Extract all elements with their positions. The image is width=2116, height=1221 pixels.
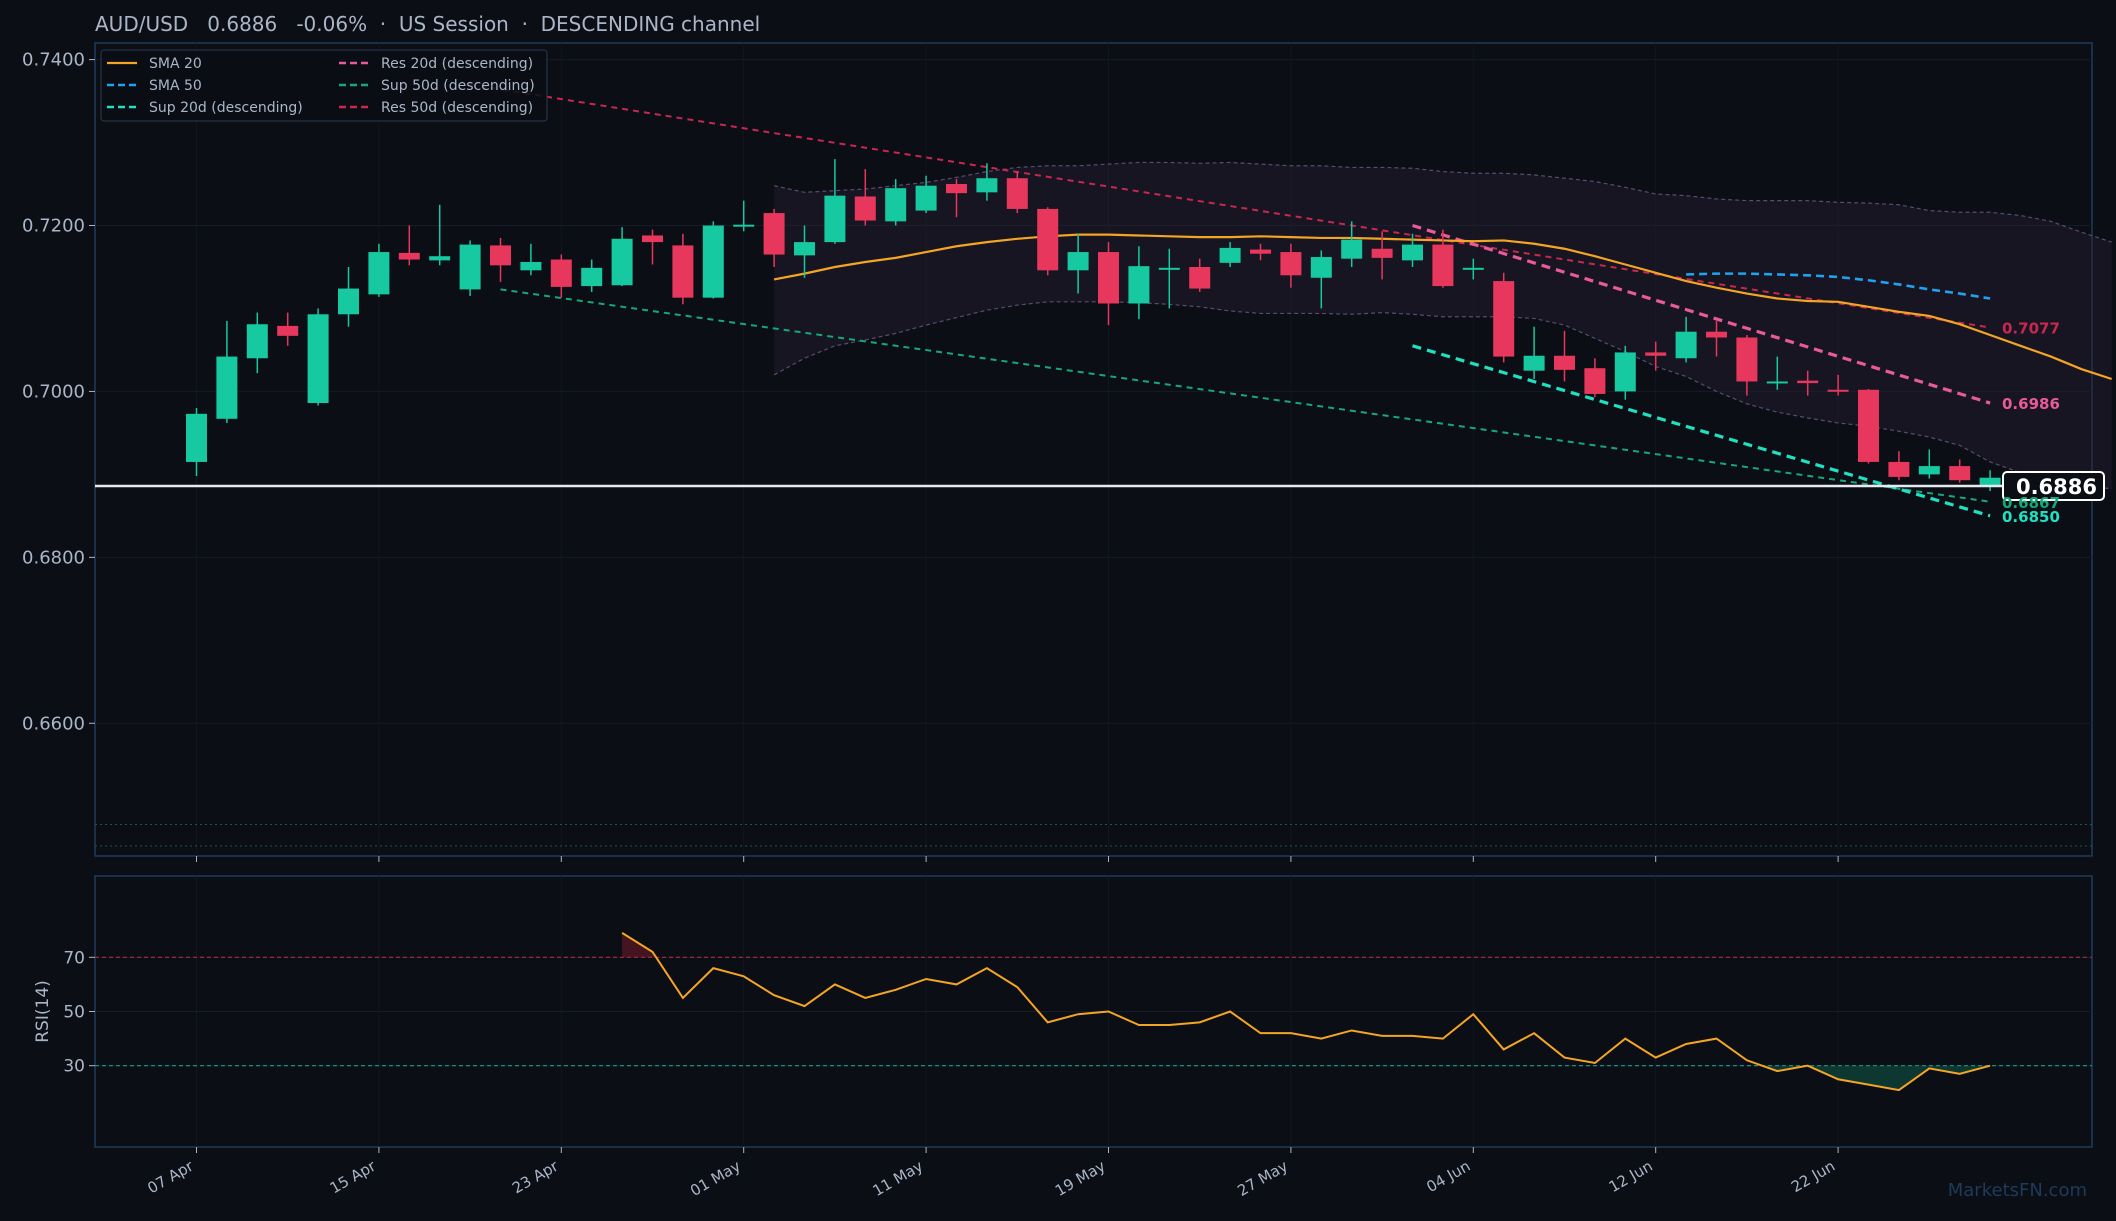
candle-body [1310, 257, 1332, 278]
y-tick-label: 0.6600 [22, 713, 85, 734]
y-tick-label: 0.7400 [22, 50, 85, 71]
candle-body [1766, 381, 1788, 384]
legend-label: Sup 50d (descending) [381, 78, 535, 94]
chart-legend: SMA 20 SMA 50 Sup 20d (descending) Res 20d … [100, 49, 548, 122]
legend-label: SMA 20 [149, 56, 202, 72]
candle-body [1888, 461, 1910, 477]
candle-body [1371, 248, 1393, 258]
candle-body [1797, 380, 1819, 384]
candle-body [1949, 466, 1971, 481]
candle-body [1067, 252, 1089, 271]
legend-label: Res 20d (descending) [381, 56, 533, 72]
legend-label: Sup 20d (descending) [149, 100, 303, 116]
res-50d-line [469, 83, 1991, 329]
candle-body [368, 252, 390, 295]
current-price-label: 0.6886 [2016, 475, 2097, 499]
candle-body [186, 413, 207, 462]
candle-body [1493, 281, 1515, 357]
candle-body [1462, 267, 1484, 270]
candle-body [1827, 389, 1849, 392]
y-tick-label: 0.7200 [22, 216, 85, 237]
candle-body [338, 288, 359, 315]
candle-body [824, 195, 846, 243]
candle-body [1432, 244, 1454, 287]
candle-body [1858, 389, 1879, 462]
candle-body [1614, 352, 1636, 392]
sma-50-line [1686, 272, 1991, 300]
candle-body [1706, 331, 1727, 338]
candle-body [1554, 355, 1575, 370]
candle-body [1675, 331, 1697, 359]
candle-body [459, 244, 481, 290]
rsi-y-tick-label: 70 [63, 948, 85, 968]
res-20d-line [1412, 223, 1991, 405]
candle-body [398, 252, 420, 260]
bollinger-upper [773, 161, 2112, 243]
candle-body [277, 325, 299, 336]
res-50d-label: 0.7077 [2002, 320, 2060, 338]
price-panel: 0.7400 0.7200 0.7000 0.6800 0.6600 0.6886 0.70… [22, 42, 2113, 862]
candle-body [216, 356, 238, 419]
candle-body [1341, 239, 1363, 259]
candle-body [1098, 252, 1119, 304]
rsi-y-tick-label: 30 [63, 1057, 85, 1077]
candle-body [642, 235, 663, 243]
sup-50d-label: 0.6867 [2002, 494, 2060, 512]
sup-20d-line [1412, 344, 1991, 518]
candle-body [794, 242, 815, 256]
rsi-axis-label: RSI(14) [33, 980, 53, 1043]
current-price-badge [2002, 471, 2105, 502]
candle-body [1523, 355, 1545, 371]
candle-body [1006, 178, 1028, 209]
candle-body [702, 225, 724, 298]
candle-body [763, 213, 785, 255]
candle-body [733, 224, 755, 227]
candle-body [1158, 267, 1180, 270]
y-tick-label: 0.7000 [22, 381, 85, 402]
candle-body [976, 178, 998, 193]
legend-box [100, 49, 548, 122]
rsi-line [621, 932, 1991, 1092]
candle-body [1128, 266, 1150, 304]
chart-header: AUD/USD 0.6886 -0.06% · US Session · DES… [95, 12, 760, 36]
candle-body [1219, 247, 1241, 263]
candle-body [1736, 337, 1758, 382]
candle-body [1918, 466, 1940, 475]
candle-body [520, 262, 542, 271]
candle-body [581, 267, 603, 287]
rsi-y-tick-label: 50 [63, 1003, 85, 1023]
sup-20d-label: 0.6850 [2002, 508, 2060, 526]
candle-body [672, 245, 694, 298]
y-tick-label: 0.6800 [22, 547, 85, 568]
watermark: MarketsFN.com [1948, 1180, 2087, 1201]
bollinger-lower [773, 301, 2112, 490]
candle-body [246, 324, 268, 359]
candle-body [915, 185, 937, 211]
candle-body [490, 245, 511, 266]
candle-body [1280, 252, 1302, 276]
candle-body [429, 256, 451, 261]
candle-body [1584, 368, 1606, 394]
rsi-overbought-fill [622, 932, 653, 958]
candle-body [1645, 352, 1667, 356]
candle-body [1250, 249, 1271, 254]
candle-body [1402, 244, 1423, 261]
candle-body [854, 196, 876, 221]
rsi-oversold-fill [1868, 1065, 1899, 1091]
candle-body [1979, 477, 2001, 487]
candle-body [1189, 266, 1211, 289]
candle-body [550, 259, 572, 287]
candle-body [1037, 208, 1059, 271]
res-20d-label: 0.6986 [2002, 395, 2060, 413]
candle-body [307, 314, 329, 404]
candle-body [946, 184, 967, 194]
candle-body [611, 238, 633, 286]
legend-label: Res 50d (descending) [381, 100, 533, 116]
candle-body [885, 188, 907, 222]
legend-label: SMA 50 [149, 78, 202, 94]
sup-50d-line [500, 288, 1991, 503]
